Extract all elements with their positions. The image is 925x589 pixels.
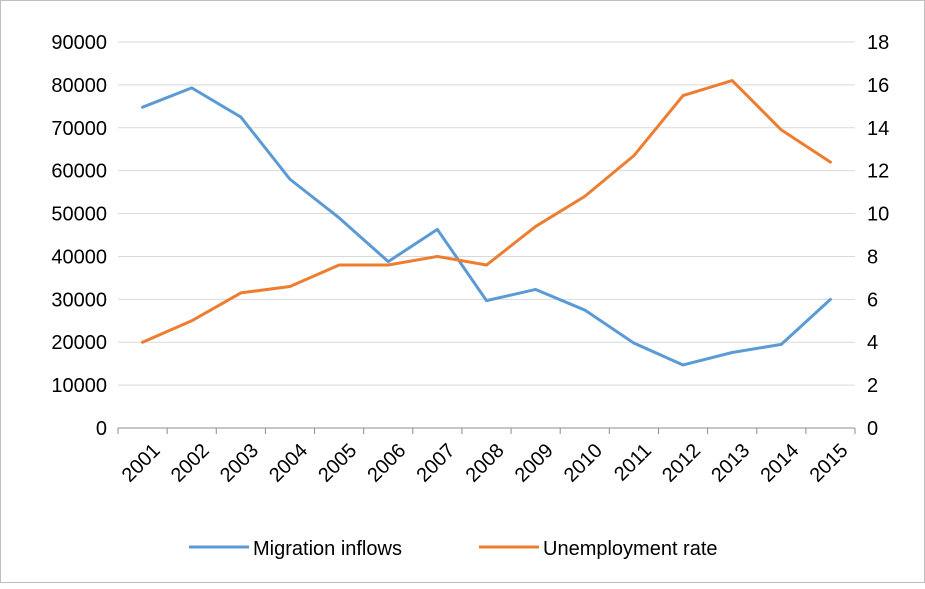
data-point — [682, 363, 685, 366]
legend: Migration inflows Unemployment rate — [189, 538, 718, 560]
y-left-tick-label: 30000 — [51, 289, 107, 311]
series-lines — [141, 79, 832, 367]
data-point — [780, 343, 783, 346]
y-left-tick-label: 0 — [96, 418, 107, 440]
data-point — [829, 298, 832, 301]
x-tick-label: 2008 — [462, 440, 509, 487]
x-tick-label: 2002 — [167, 440, 214, 487]
data-point — [436, 255, 439, 258]
x-tick-label: 2014 — [756, 440, 803, 487]
y-right-tick-label: 2 — [867, 375, 878, 397]
x-tick-label: 2012 — [658, 440, 705, 487]
gridlines — [118, 41, 855, 386]
data-point — [190, 86, 193, 89]
data-point — [190, 319, 193, 322]
y-left-tick-label: 50000 — [51, 204, 107, 226]
legend-item: Unemployment rate — [479, 538, 718, 560]
x-tick-label: 2005 — [314, 440, 361, 487]
series-unemployment-rate — [141, 79, 832, 344]
data-point — [141, 341, 144, 344]
series-line — [141, 86, 832, 367]
x-tick-label: 2011 — [610, 440, 656, 486]
y-left-tick-label: 20000 — [51, 332, 107, 354]
data-point — [583, 195, 586, 198]
data-point — [829, 161, 832, 164]
data-point — [780, 128, 783, 131]
data-point — [682, 94, 685, 97]
data-point — [632, 342, 635, 345]
data-point — [288, 178, 291, 181]
y-left-tick-label: 60000 — [51, 161, 107, 183]
y-left-tick-label: 10000 — [51, 375, 107, 397]
x-tick-label: 2006 — [363, 440, 410, 487]
y-right-tick-label: 8 — [867, 246, 878, 268]
y-right-tick-label: 16 — [867, 75, 889, 97]
y-right-tick-label: 14 — [867, 118, 889, 140]
y-right-tick-label: 6 — [867, 289, 878, 311]
series-migration-inflows — [141, 86, 832, 367]
y-right-tick-label: 4 — [867, 332, 878, 354]
x-tick-label: 2010 — [560, 440, 607, 487]
x-tick-label: 2013 — [707, 440, 754, 487]
data-point — [387, 264, 390, 267]
legend-item: Migration inflows — [189, 538, 402, 560]
x-tick-label: 2009 — [511, 440, 558, 487]
data-point — [632, 154, 635, 157]
data-point — [485, 264, 488, 267]
y-right-tick-label: 18 — [867, 32, 889, 54]
data-point — [534, 288, 537, 291]
axes: 0 10000 20000 30000 40000 50000 60000 70000 8000… — [51, 32, 889, 487]
y-right-tick-label: 10 — [867, 204, 889, 226]
y-left-tick-label: 40000 — [51, 246, 107, 268]
data-point — [485, 299, 488, 302]
legend-label: Unemployment rate — [543, 538, 718, 560]
data-point — [583, 309, 586, 312]
legend-label: Migration inflows — [253, 538, 402, 560]
data-point — [288, 285, 291, 288]
data-point — [239, 291, 242, 294]
series-line — [141, 79, 832, 344]
data-point — [338, 264, 341, 267]
data-point — [141, 106, 144, 109]
data-point — [731, 79, 734, 82]
y-left-tick-label: 90000 — [51, 32, 107, 54]
data-point — [436, 228, 439, 231]
x-tick-label: 2015 — [806, 440, 853, 487]
y-left-tick-label: 80000 — [51, 75, 107, 97]
data-point — [534, 225, 537, 228]
y-left-tick-label: 70000 — [51, 118, 107, 140]
data-point — [387, 260, 390, 263]
y-right-tick-label: 0 — [867, 418, 878, 440]
x-tick-label: 2004 — [265, 440, 312, 487]
x-tick-label: 2007 — [412, 440, 459, 487]
data-point — [239, 116, 242, 119]
y-right-tick-label: 12 — [867, 161, 889, 183]
data-point — [731, 351, 734, 354]
data-point — [338, 216, 341, 219]
x-tick-label: 2001 — [118, 440, 165, 487]
x-tick-label: 2003 — [216, 440, 263, 487]
